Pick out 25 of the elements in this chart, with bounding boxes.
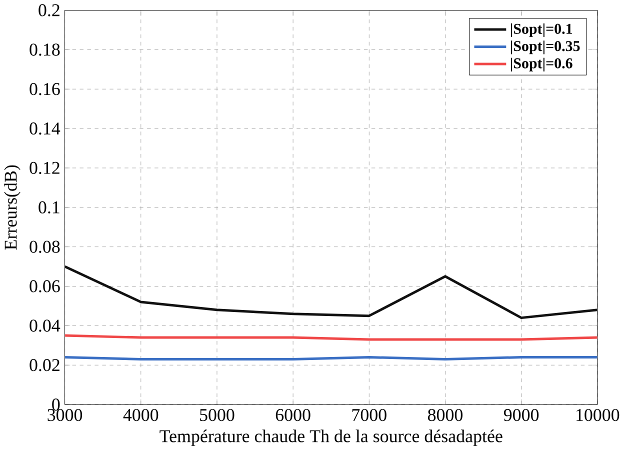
y-tick-label: 0.04 bbox=[30, 320, 60, 332]
legend-label: |Sopt|=0.35 bbox=[511, 40, 580, 54]
x-tick-label: 3000 bbox=[48, 408, 82, 422]
x-axis-title: Température chaude Th de la source désadaptée bbox=[160, 430, 502, 446]
y-tick-label: 0.02 bbox=[30, 358, 60, 372]
y-tick-label: 0.14 bbox=[30, 122, 60, 135]
y-tick-label: 0.06 bbox=[30, 280, 60, 292]
legend-label: |Sopt|=0.1 bbox=[511, 23, 572, 37]
y-tick-label: 0.18 bbox=[30, 44, 60, 56]
line-series bbox=[64, 265, 598, 320]
x-tick-label: 7000 bbox=[352, 408, 386, 422]
y-tick-label: 0.12 bbox=[30, 162, 60, 174]
x-tick-label: 8000 bbox=[428, 408, 462, 422]
y-tick-label: 0.1 bbox=[38, 201, 60, 214]
legend-label: |Sopt|=0.6 bbox=[511, 58, 572, 72]
y-tick-label: 0 bbox=[52, 398, 60, 411]
x-tick-label: 10000 bbox=[576, 408, 620, 422]
x-tick-label: 5000 bbox=[200, 408, 234, 422]
y-tick-label: 0.2 bbox=[38, 4, 60, 16]
x-tick-label: 9000 bbox=[504, 408, 539, 422]
y-tick-label: 0.08 bbox=[30, 240, 60, 253]
x-tick-label: 6000 bbox=[276, 408, 310, 422]
y-tick-label: 0.16 bbox=[30, 82, 60, 96]
y-axis-title: Erreurs(dB) bbox=[4, 165, 20, 250]
x-tick-label: 4000 bbox=[123, 408, 158, 422]
